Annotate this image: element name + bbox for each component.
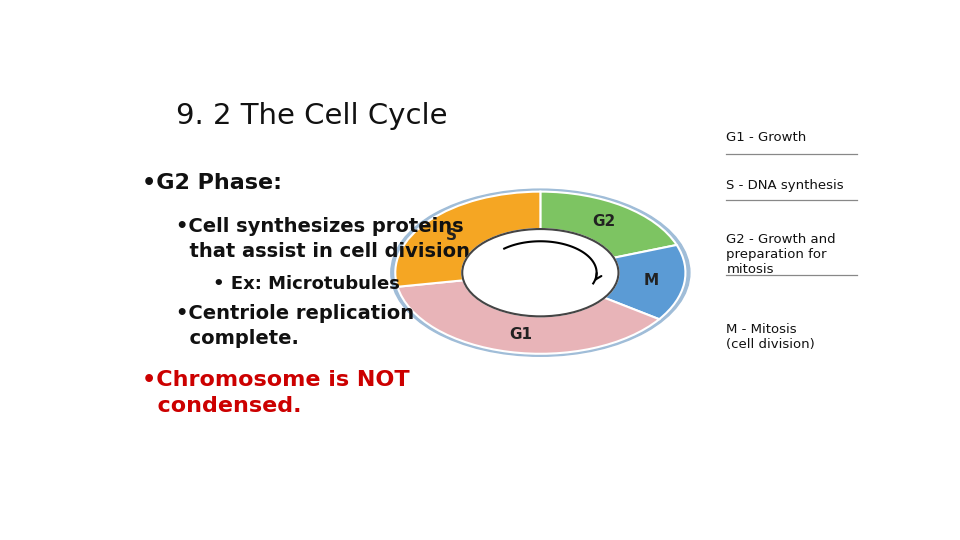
Circle shape bbox=[391, 189, 690, 356]
Text: M: M bbox=[643, 273, 659, 288]
Text: G2 - Growth and
preparation for
mitosis: G2 - Growth and preparation for mitosis bbox=[727, 233, 836, 276]
Text: S - DNA synthesis: S - DNA synthesis bbox=[727, 179, 844, 192]
Text: • Ex: Microtubules: • Ex: Microtubules bbox=[213, 275, 400, 293]
Circle shape bbox=[462, 229, 618, 316]
Text: •Cell synthesizes proteins
  that assist in cell division.: •Cell synthesizes proteins that assist i… bbox=[176, 217, 477, 261]
Text: S: S bbox=[445, 228, 457, 242]
Wedge shape bbox=[605, 245, 685, 319]
Wedge shape bbox=[397, 280, 660, 354]
Wedge shape bbox=[540, 192, 677, 258]
Text: G2: G2 bbox=[592, 214, 616, 229]
Text: M - Mitosis
(cell division): M - Mitosis (cell division) bbox=[727, 322, 815, 350]
Text: 9. 2 The Cell Cycle: 9. 2 The Cell Cycle bbox=[176, 102, 447, 130]
Text: •G2 Phase:: •G2 Phase: bbox=[142, 173, 282, 193]
Text: G1 - Growth: G1 - Growth bbox=[727, 131, 806, 144]
Wedge shape bbox=[396, 192, 540, 287]
Text: •Centriole replication
  complete.: •Centriole replication complete. bbox=[176, 304, 414, 348]
Text: •Chromosome is NOT
  condensed.: •Chromosome is NOT condensed. bbox=[142, 370, 410, 416]
Text: G1: G1 bbox=[510, 327, 533, 342]
